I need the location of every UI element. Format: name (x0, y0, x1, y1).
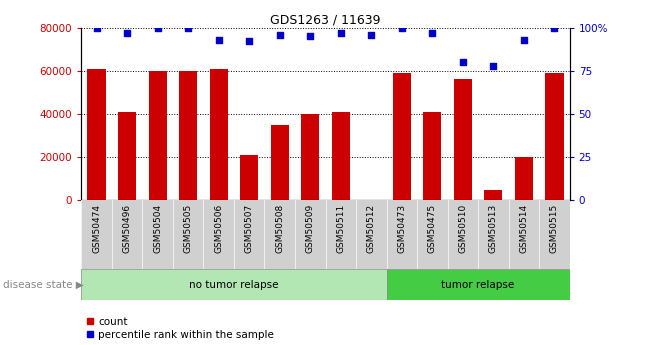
Text: GSM50510: GSM50510 (458, 204, 467, 253)
Point (214, 37, 224, 42)
Point (91, 25, 102, 30)
Bar (118, 112, 136, 200)
Bar (81, 269, 387, 300)
Point (488, 63, 499, 68)
Bar (393, 73, 411, 200)
Text: GSM50514: GSM50514 (519, 204, 529, 253)
Bar (301, 114, 320, 200)
Point (335, 30, 346, 36)
Point (458, 59, 468, 65)
Point (275, 32, 285, 37)
Text: GSM50509: GSM50509 (306, 204, 314, 253)
Point (244, 39, 255, 44)
Title: GDS1263 / 11639: GDS1263 / 11639 (270, 13, 381, 27)
Point (366, 32, 376, 37)
Bar (210, 69, 228, 200)
Text: GSM50504: GSM50504 (153, 204, 162, 253)
Bar (148, 71, 167, 200)
Bar (240, 155, 258, 200)
Text: GSM50496: GSM50496 (122, 204, 132, 253)
Point (427, 30, 437, 36)
Bar (179, 71, 197, 200)
Bar (545, 73, 564, 200)
Text: GSM50515: GSM50515 (550, 204, 559, 253)
Point (396, 25, 407, 30)
Bar (331, 112, 350, 200)
Text: GSM50513: GSM50513 (489, 204, 498, 253)
Legend: count, percentile rank within the sample: count, percentile rank within the sample (87, 317, 274, 340)
Text: GSM50474: GSM50474 (92, 204, 101, 253)
Text: no tumor relapse: no tumor relapse (189, 280, 279, 289)
Point (549, 25, 560, 30)
Bar (454, 79, 472, 200)
Bar (87, 69, 105, 200)
Text: GSM50473: GSM50473 (397, 204, 406, 253)
Text: tumor relapse: tumor relapse (441, 280, 515, 289)
Text: GSM50475: GSM50475 (428, 204, 437, 253)
Point (152, 25, 163, 30)
Point (122, 30, 132, 36)
Text: disease state ▶: disease state ▶ (3, 280, 84, 289)
Text: GSM50508: GSM50508 (275, 204, 284, 253)
Bar (515, 157, 533, 200)
Text: GSM50505: GSM50505 (184, 204, 193, 253)
Point (305, 33, 316, 39)
Bar (387, 269, 570, 300)
Point (519, 37, 529, 42)
Text: GSM50507: GSM50507 (245, 204, 254, 253)
Text: GSM50511: GSM50511 (337, 204, 345, 253)
Bar (423, 112, 441, 200)
Bar (484, 190, 503, 200)
Text: GSM50512: GSM50512 (367, 204, 376, 253)
Point (183, 25, 193, 30)
Bar (271, 125, 289, 200)
Text: GSM50506: GSM50506 (214, 204, 223, 253)
